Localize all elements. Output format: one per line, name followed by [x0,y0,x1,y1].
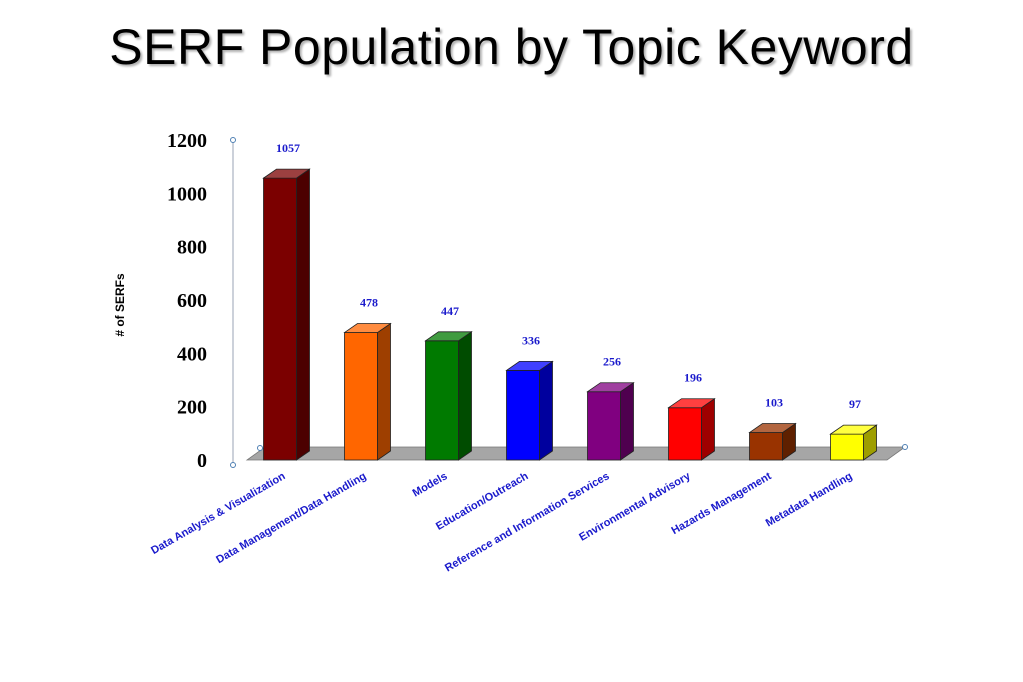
bar-side [620,381,634,461]
bar-front [344,332,378,461]
bar-7 [748,422,797,461]
data-label: 103 [765,396,783,410]
bar-3 [424,331,473,461]
bar-side [539,360,553,461]
data-label: 478 [360,296,378,310]
y-axis-label: # of SERFs [113,273,127,337]
bar-side [377,322,391,461]
bar-top [505,360,554,371]
y-tick-label: 200 [177,397,207,419]
bar-side [458,331,472,461]
bar-top [667,398,716,409]
x-axis-end-marker [902,444,908,450]
y-tick-label: 800 [177,237,207,259]
y-tick-label: 0 [197,450,207,472]
bar-top [829,424,878,435]
bar-front [668,407,702,461]
x-category-label: Data Analysis & Visualization [149,470,288,557]
bar-front [263,177,297,461]
bar-8 [829,424,878,461]
bar-2 [343,322,392,461]
data-label: 447 [441,304,459,318]
data-label: 336 [522,333,540,347]
bar-top [748,423,797,433]
bar-6 [667,397,716,461]
bar-top [262,168,311,179]
x-category-label: Data Management/Data Handling [214,470,368,566]
floor-corner-marker [257,445,263,451]
bar-front [506,369,540,461]
x-category-label: Models [411,470,450,499]
bar-5 [586,381,635,461]
x-category-label: Reference and Information Services [443,470,612,574]
bar-front [425,340,459,461]
y-axis-end-marker [230,137,236,143]
bar-side [296,168,310,461]
bar-top [343,323,392,333]
bar-front [749,432,783,461]
bar-front [830,433,864,461]
y-tick-label: 1200 [167,130,207,152]
data-label: 1057 [276,141,300,155]
y-tick-label: 1000 [167,183,207,205]
y-tick-label: 400 [177,343,207,365]
bar-top [424,331,473,342]
bar-side [701,397,715,461]
bar-4 [505,360,554,461]
y-axis-origin-marker [230,462,236,468]
bar-1 [262,168,311,461]
bar-top [586,382,635,393]
y-tick-label: 600 [177,290,207,312]
data-label: 196 [684,371,702,385]
data-label: 256 [603,355,621,369]
bar-front [587,391,621,461]
page-title: SERF Population by Topic Keyword [109,19,914,75]
x-category-label: Metadata Handling [764,470,855,529]
data-label: 97 [849,397,861,411]
